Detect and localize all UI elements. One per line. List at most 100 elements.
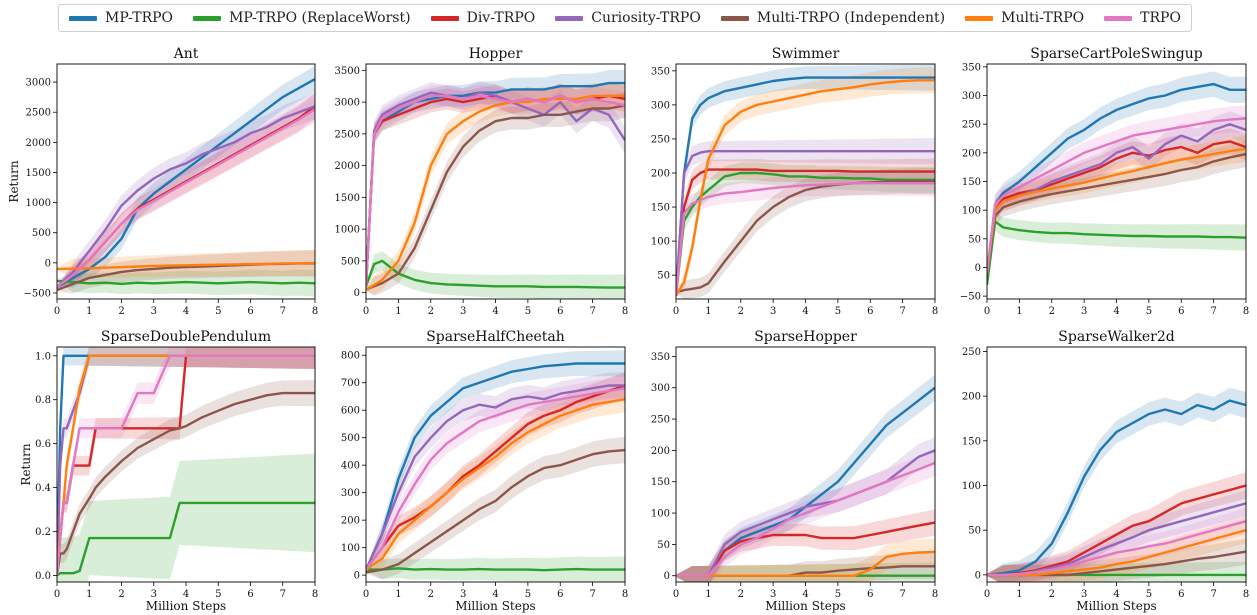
series-band (366, 92, 625, 296)
x-tick-label: 1 (1016, 306, 1022, 317)
y-tick-label: 0.6 (35, 439, 51, 450)
y-tick-label: 0 (975, 570, 981, 581)
y-tick-label: 800 (341, 351, 360, 362)
y-axis-label: Return (7, 160, 21, 202)
y-tick-label: 3500 (335, 66, 360, 77)
x-tick-label: 8 (932, 589, 938, 600)
x-tick-label: 4 (802, 306, 808, 317)
series-line (57, 105, 315, 288)
y-tick-label: 1000 (335, 225, 360, 236)
y-tick-label: 2000 (26, 138, 51, 149)
series-line (987, 152, 1246, 274)
series-band (57, 93, 315, 289)
x-tick-label: 8 (312, 589, 318, 600)
series-line (676, 449, 935, 577)
x-tick-label: 1 (705, 306, 711, 317)
x-tick-label: 2 (1049, 589, 1055, 600)
series-line (366, 94, 625, 291)
series-line (366, 567, 625, 572)
y-tick-label: 200 (962, 148, 981, 159)
x-tick-label: 8 (312, 306, 318, 317)
x-tick-label: 2 (428, 589, 434, 600)
legend-swatch (430, 15, 459, 21)
legend-swatch (720, 15, 749, 21)
legend-label: Multi-TRPO (Independent) (756, 10, 946, 26)
x-tick-label: 6 (247, 306, 253, 317)
y-tick-label: 350 (651, 66, 670, 77)
y-tick-label: 1500 (26, 168, 51, 179)
series-band (57, 453, 315, 582)
y-tick-label: 0.2 (35, 527, 51, 538)
x-axis-label: Million Steps (1076, 599, 1156, 613)
x-tick-label: 7 (589, 589, 595, 600)
y-tick-label: 3000 (26, 78, 51, 89)
legend-entry: Multi-TRPO (Independent) (720, 10, 946, 26)
x-tick-label: 8 (932, 306, 938, 317)
plot-area (987, 387, 1246, 582)
x-tick-label: 8 (622, 306, 628, 317)
series-band (366, 69, 625, 288)
x-tick-label: 4 (802, 589, 808, 600)
series-band (676, 67, 935, 297)
series-band (987, 387, 1246, 582)
y-axis-label: Return (19, 443, 33, 485)
series-line (987, 147, 1246, 274)
x-axis-label: Million Steps (146, 599, 226, 613)
legend-swatch (69, 15, 98, 21)
series-band (676, 538, 935, 582)
series-band (366, 372, 625, 571)
series-band (676, 374, 935, 582)
y-tick-label: 200 (651, 446, 670, 457)
series-line (57, 279, 315, 286)
series-line (57, 354, 315, 576)
series-band (987, 212, 1246, 286)
legend-swatch (965, 15, 994, 21)
x-tick-label: 2 (738, 589, 744, 600)
series-line (366, 91, 625, 287)
y-tick-label: 0 (664, 571, 670, 582)
x-tick-label: 4 (1113, 306, 1119, 317)
legend-entry: Curiosity-TRPO (555, 10, 701, 26)
x-tick-label: 4 (183, 589, 189, 600)
series-line (366, 384, 625, 571)
y-tick-label: 50 (968, 526, 981, 537)
y-tick-label: 300 (962, 91, 981, 102)
series-line (57, 78, 315, 288)
legend-swatch (555, 15, 584, 21)
x-tick-label: 3 (460, 306, 466, 317)
x-tick-label: 0 (363, 589, 369, 600)
legend-entry: Div-TRPO (430, 10, 535, 26)
series-line (676, 550, 935, 577)
x-tick-label: 1 (395, 589, 401, 600)
y-tick-label: 50 (657, 271, 670, 282)
y-tick-label: 100 (962, 481, 981, 492)
y-tick-label: 50 (968, 234, 981, 245)
x-tick-label: 7 (280, 589, 286, 600)
series-band (57, 250, 315, 294)
x-tick-label: 7 (1210, 306, 1216, 317)
x-tick-label: 2 (118, 306, 124, 317)
series-line (987, 529, 1246, 577)
legend-swatch (1104, 15, 1133, 21)
x-tick-label: 6 (557, 589, 563, 600)
panel-7: SparseWalker2d 0 1 2 3 4 5 6 7 8 0 50 100 150 200 250 Mi… (962, 329, 1249, 613)
x-tick-label: 1 (395, 306, 401, 317)
series-band (366, 82, 625, 288)
y-tick-label: 2500 (26, 108, 51, 119)
x-tick-label: 6 (557, 306, 563, 317)
y-tick-label: 300 (341, 488, 360, 499)
y-tick-label: 250 (651, 415, 670, 426)
series-line (987, 399, 1246, 577)
x-tick-label: 8 (1243, 589, 1249, 600)
series-line (366, 448, 625, 574)
x-tick-label: 4 (492, 589, 498, 600)
y-tick-label: 600 (341, 406, 360, 417)
series-line (987, 520, 1246, 577)
y-tick-label: 200 (341, 516, 360, 527)
x-tick-label: 3 (460, 589, 466, 600)
panel-2: Swimmer 0 1 2 3 4 5 6 7 8 50 100 150 200 250 300 350 (651, 46, 938, 317)
series-line (366, 259, 625, 289)
